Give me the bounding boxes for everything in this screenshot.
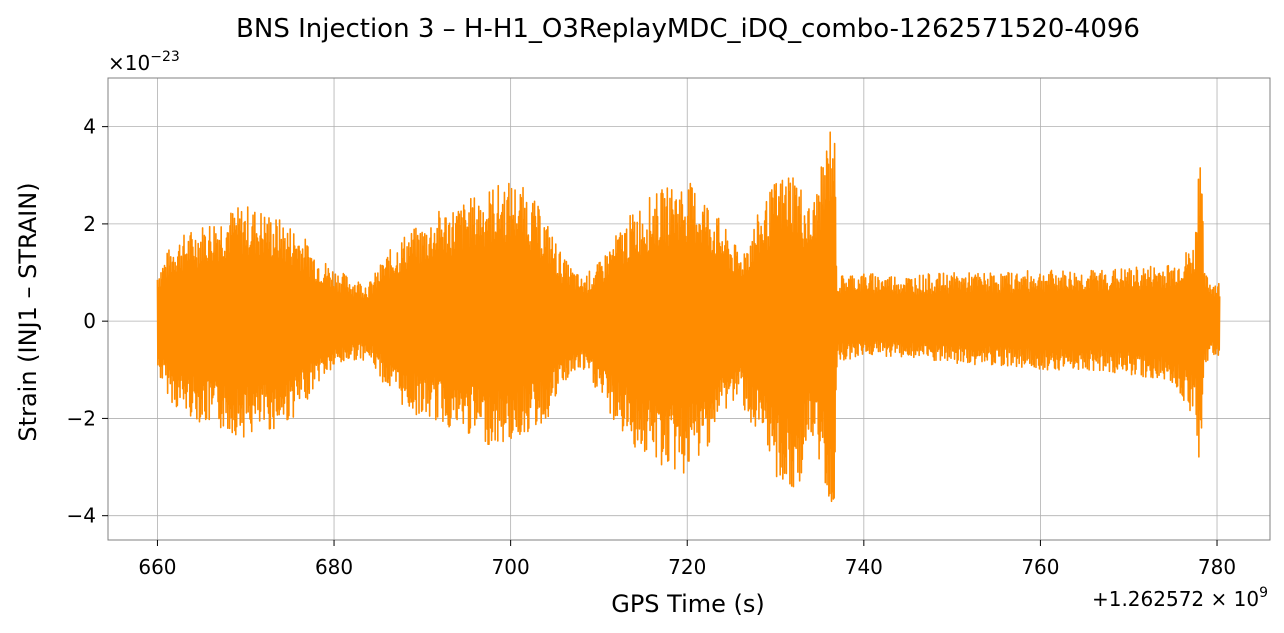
- y-tick-label: −4: [67, 504, 96, 528]
- chart-title: BNS Injection 3 – H-H1_O3ReplayMDC_iDQ_c…: [236, 14, 1140, 44]
- y-tick-label: 0: [83, 309, 96, 333]
- y-multiplier-exponent: −23: [150, 49, 180, 65]
- x-tick-label: 720: [668, 555, 706, 579]
- x-tick-label: 700: [492, 555, 530, 579]
- series-layer: [156, 131, 1221, 503]
- x-tick-label: 760: [1021, 555, 1059, 579]
- y-tick-label: −2: [67, 406, 96, 430]
- x-offset: +1.262572 × 109: [1092, 585, 1268, 611]
- x-axis-label: GPS Time (s): [611, 590, 765, 618]
- x-tick-label: 680: [315, 555, 353, 579]
- x-tick-label: 740: [845, 555, 883, 579]
- strain-series-line: [156, 131, 1221, 503]
- plot-frame: [107, 77, 1271, 541]
- y-tick-label: 4: [83, 115, 96, 139]
- y-axis-label: Strain (INJ1 – STRAIN): [14, 182, 42, 441]
- y-tick-label: 2: [83, 212, 96, 236]
- x-tick-label: 780: [1198, 555, 1236, 579]
- x-axis-ticks: 660 680 700 720 740 760 780: [138, 540, 1236, 579]
- x-offset-value: +1.262572: [1092, 587, 1204, 611]
- x-tick-label: 660: [138, 555, 176, 579]
- x-offset-times: × 10: [1204, 587, 1259, 611]
- y-multiplier-base: 10: [125, 51, 150, 75]
- y-multiplier-times: ×: [108, 51, 125, 75]
- y-multiplier: ×10−23: [108, 49, 180, 75]
- x-offset-exponent: 9: [1259, 585, 1268, 601]
- y-axis-ticks: −4 −2 0 2 4: [67, 115, 108, 528]
